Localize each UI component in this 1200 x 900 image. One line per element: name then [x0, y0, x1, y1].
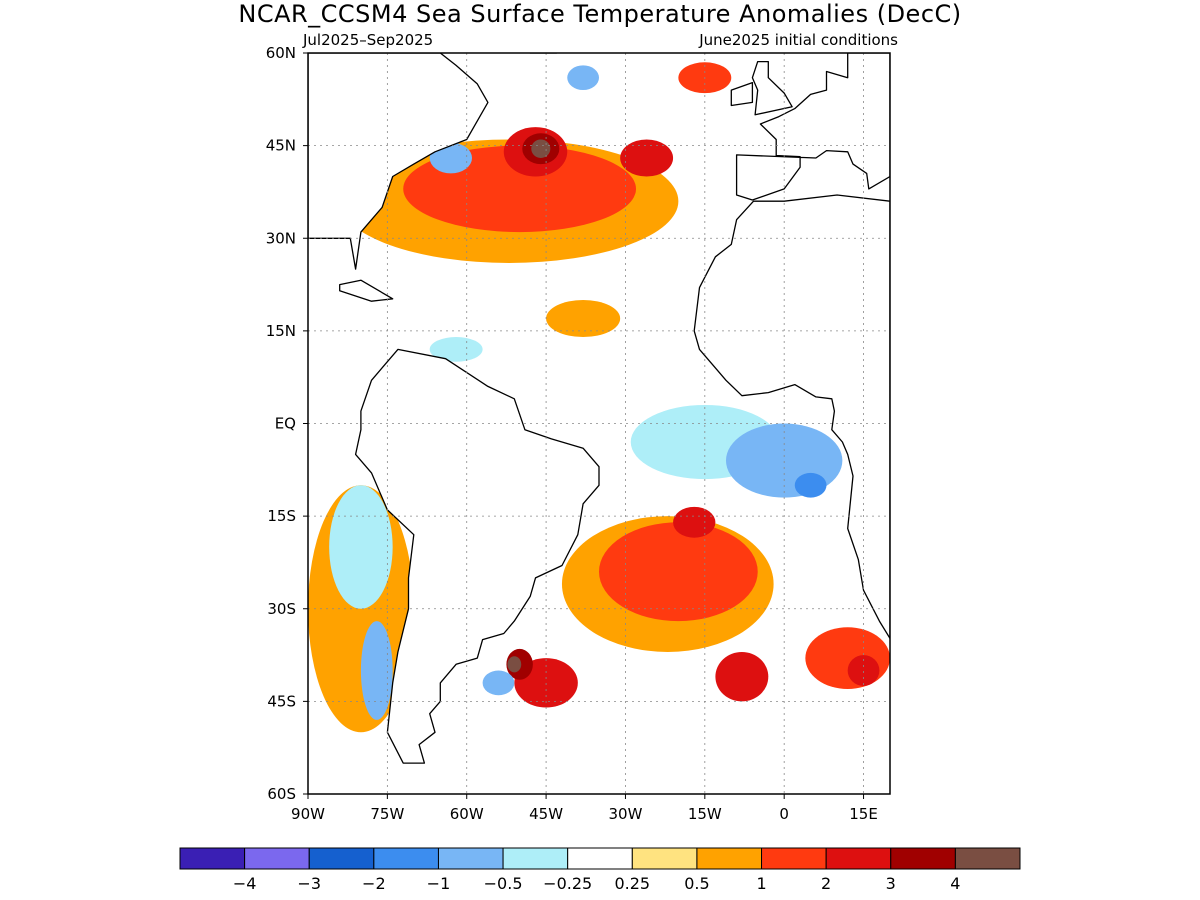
lon-tick-label: 0 [779, 805, 789, 823]
colorbar-swatch [179, 847, 246, 870]
longitude-axis: 90W 75W 60W 45W 30W 15W 0 15E [291, 794, 878, 823]
color-legend: −4 −3 −2 −1 −0.5 −0.25 0.25 0.5 1 2 3 4 [179, 847, 1021, 893]
anomaly-region-23 [847, 655, 880, 686]
land-europe [735, 53, 890, 201]
anomaly-region-6 [567, 65, 599, 91]
colorbar-swatch [954, 847, 1021, 870]
anomaly-region-20 [482, 670, 515, 696]
land-great-britain [751, 60, 793, 116]
colorbar-label: −4 [233, 874, 257, 893]
colorbar-swatch [244, 847, 310, 870]
lat-tick-label: 30S [267, 600, 296, 618]
colorbar-label: 0.25 [614, 874, 650, 893]
colorbar-label: 2 [821, 874, 831, 893]
lon-tick-label: 45W [529, 805, 563, 823]
lon-tick-label: 75W [370, 805, 404, 823]
land-south-america [354, 348, 600, 764]
lon-tick-label: 30W [608, 805, 642, 823]
anomaly-region-25 [329, 485, 393, 609]
anomaly-region-22 [805, 627, 890, 690]
lat-tick-label: 45S [267, 692, 296, 710]
anomaly-region-15 [599, 522, 758, 622]
lon-tick-label: 15W [688, 805, 722, 823]
colorbar-label: 3 [886, 874, 896, 893]
anomaly-region-21 [715, 651, 769, 702]
colorbar-label: 0.5 [684, 874, 709, 893]
colorbar-label: 1 [756, 874, 766, 893]
lat-tick-label: 15N [266, 322, 296, 340]
coastline-layer [308, 53, 890, 764]
colorbar-label: −0.5 [484, 874, 523, 893]
anomaly-region-19 [507, 656, 522, 673]
colorbar-swatch [502, 847, 569, 870]
colorbar-swatch [890, 847, 956, 870]
initial-conditions-label: June2025 initial conditions [698, 31, 898, 49]
lon-tick-label: 90W [291, 805, 325, 823]
map-plot-area [307, 52, 891, 795]
colorbar-label: −3 [297, 874, 321, 893]
anomaly-region-16 [673, 506, 716, 538]
colorbar-swatch [567, 847, 633, 870]
lat-tick-label: EQ [275, 415, 296, 433]
lat-tick-label: 30N [266, 229, 296, 247]
lat-tick-label: 60N [266, 44, 296, 62]
land-greenland [529, 53, 558, 54]
anomaly-region-13 [794, 472, 827, 498]
colorbar-swatch [696, 847, 763, 870]
land-caribbean-islands [339, 279, 394, 302]
land-north-america [308, 53, 489, 270]
anomaly-region-8 [620, 139, 674, 177]
valid-period-label: Jul2025–Sep2025 [302, 31, 433, 49]
colorbar-swatch [308, 847, 375, 870]
colorbar-label: −1 [427, 874, 451, 893]
land-ireland [730, 81, 754, 107]
colorbar-swatch [631, 847, 698, 870]
chart-title: NCAR_CCSM4 Sea Surface Temperature Anoma… [238, 0, 961, 28]
colorbar-swatch [373, 847, 439, 870]
latitude-axis: 60N 45N 30N 15N EQ 15S 30S 45S 60S [266, 44, 308, 803]
lon-tick-label: 60W [450, 805, 484, 823]
lat-tick-label: 45N [266, 137, 296, 155]
colorbar-label: −0.25 [543, 874, 592, 893]
land-africa [693, 194, 890, 640]
lat-tick-label: 60S [267, 785, 296, 803]
colorbar-swatch [825, 847, 892, 870]
anomaly-region-10 [429, 337, 483, 362]
graticule [308, 53, 890, 794]
anomaly-region-9 [546, 300, 621, 338]
lon-tick-label: 15E [849, 805, 878, 823]
colorbar-swatch [437, 847, 504, 870]
anomaly-region-26 [360, 621, 393, 720]
anomaly-fill-layer [308, 62, 890, 733]
anomaly-region-4 [531, 139, 551, 158]
lat-tick-label: 15S [267, 507, 296, 525]
colorbar-label: −2 [362, 874, 386, 893]
colorbar-label: 4 [950, 874, 960, 893]
colorbar-swatch [761, 847, 827, 870]
